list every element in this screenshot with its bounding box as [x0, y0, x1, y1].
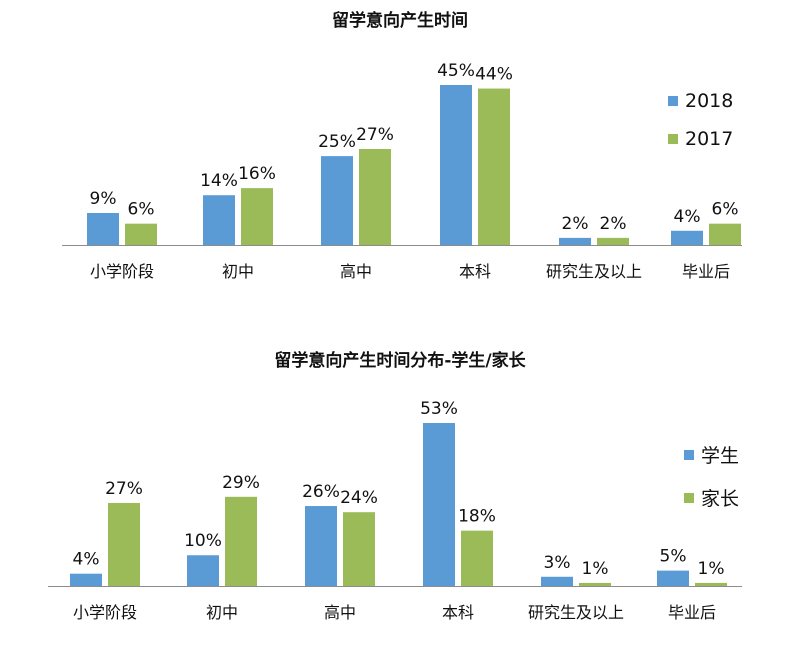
- chart-1-bar: [440, 85, 472, 245]
- chart-2-bar: [579, 582, 611, 586]
- legend-label-parent: 家长: [701, 488, 740, 510]
- chart-2-bar: [305, 506, 337, 586]
- chart-1-data-label: 2%: [600, 214, 627, 234]
- chart-1-bar: [203, 195, 235, 245]
- legend-label-student: 学生: [701, 445, 740, 467]
- chart-2-data-label: 24%: [340, 488, 378, 508]
- chart-1-data-label: 2%: [562, 214, 589, 234]
- chart-1-data-label: 16%: [238, 164, 276, 184]
- chart-2-data-label: 29%: [222, 473, 260, 493]
- chart-1-bar: [359, 149, 391, 245]
- chart-2-data-label: 4%: [73, 550, 100, 570]
- chart-2-bar: [695, 582, 727, 586]
- chart-2-category-label: 毕业后: [668, 603, 716, 622]
- chart-1-bar: [125, 223, 157, 245]
- chart-1-category-label: 高中: [340, 262, 372, 281]
- chart-1-data-label: 45%: [437, 61, 475, 81]
- chart-1-bar: [321, 156, 353, 245]
- chart-1-bar: [478, 88, 510, 245]
- chart-2-category-label: 高中: [324, 603, 356, 622]
- chart-1-category-label: 本科: [459, 262, 491, 281]
- chart-2-data-label: 1%: [582, 559, 609, 579]
- legend-item-2017: 2017: [668, 128, 733, 150]
- chart-1-bar: [709, 223, 741, 245]
- chart-2-category-label: 研究生及以上: [528, 603, 624, 622]
- chart-1-data-label: 25%: [318, 132, 356, 152]
- chart-2-bar: [461, 530, 493, 586]
- chart-1-data-label: 9%: [90, 189, 117, 209]
- chart-1-bar: [559, 237, 591, 245]
- chart-1-data-label: 27%: [356, 125, 394, 145]
- legend-item-2018: 2018: [668, 90, 733, 112]
- chart-1-data-label: 6%: [712, 200, 739, 220]
- chart-2-data-label: 10%: [184, 531, 222, 551]
- legend-item-parent: 家长: [684, 484, 739, 511]
- legend-swatch-parent: [684, 492, 694, 503]
- chart-1-data-label: 6%: [128, 200, 155, 220]
- chart-1-bar: [241, 188, 273, 245]
- chart-2-category-label: 小学阶段: [73, 603, 137, 622]
- chart-2-data-label: 26%: [302, 482, 340, 502]
- chart-2-data-label: 5%: [660, 547, 687, 567]
- legend-swatch-student: [684, 449, 694, 460]
- chart-1-bar: [87, 213, 119, 245]
- chart-1-data-label: 44%: [475, 65, 513, 85]
- chart-2-legend: 学生 家长: [684, 441, 739, 511]
- chart-2-category-label: 初中: [206, 603, 238, 622]
- chart-1-data-label: 4%: [674, 207, 701, 227]
- chart-2-bar: [541, 576, 573, 586]
- chart-1-bar: [597, 237, 629, 245]
- chart-1-title: 留学意向产生时间: [332, 11, 468, 31]
- chart-2-bar: [70, 573, 102, 586]
- chart-1-category-label: 研究生及以上: [546, 262, 642, 281]
- legend-label-2017: 2017: [685, 128, 734, 150]
- chart-2-data-label: 53%: [420, 399, 458, 419]
- chart-1-category-label: 小学阶段: [90, 262, 154, 281]
- chart-2-data-label: 18%: [458, 507, 496, 527]
- chart-2-data-label: 3%: [544, 553, 571, 573]
- legend-item-student: 学生: [684, 441, 739, 468]
- chart-2-bar: [343, 512, 375, 586]
- chart-2-title: 留学意向产生时间分布-学生/家长: [274, 351, 526, 371]
- chart-1-bar: [671, 230, 703, 245]
- chart-1-data-label: 14%: [200, 171, 238, 191]
- legend-swatch-2018: [668, 96, 678, 106]
- legend-label-2018: 2018: [685, 90, 734, 112]
- chart-2-data-label: 27%: [105, 479, 143, 499]
- chart-2-bar: [423, 423, 455, 586]
- chart-2-data-label: 1%: [698, 559, 725, 579]
- chart-2-bar: [657, 570, 689, 586]
- legend-swatch-2017: [668, 134, 678, 144]
- chart-2-bar: [225, 496, 257, 586]
- chart-1-category-label: 毕业后: [682, 262, 730, 281]
- chart-1-category-label: 初中: [222, 262, 254, 281]
- chart-2-category-label: 本科: [442, 603, 474, 622]
- chart-2-bar: [108, 502, 140, 586]
- chart-2-bar: [187, 555, 219, 586]
- chart-1-legend: 2018 2017: [668, 90, 733, 150]
